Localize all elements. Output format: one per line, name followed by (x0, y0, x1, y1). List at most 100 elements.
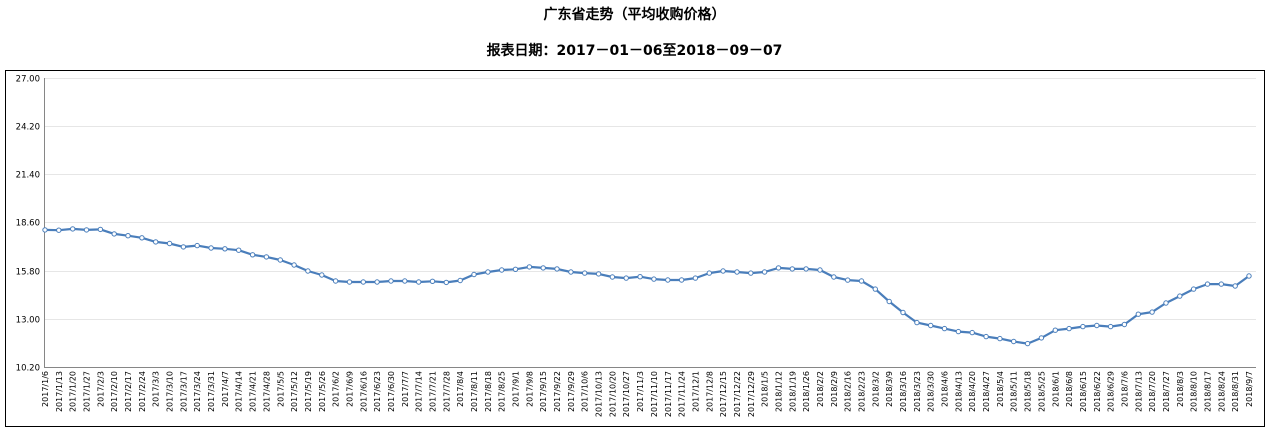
x-tick-label: 2018/8/31 (1231, 371, 1240, 412)
x-tick-label: 2017/2/24 (138, 371, 147, 412)
x-tick-label: 2017/6/30 (387, 371, 396, 412)
data-point (249, 252, 256, 258)
x-tick-label: 2018/3/2 (871, 371, 880, 407)
data-point (208, 245, 214, 251)
x-tick-label: 2017/7/21 (428, 371, 437, 412)
data-point (153, 239, 159, 245)
data-point (831, 274, 837, 280)
x-tick-label: 2018/1/12 (774, 371, 783, 412)
data-point (803, 266, 809, 272)
data-point (983, 333, 989, 340)
data-point (499, 267, 505, 273)
data-point (97, 226, 104, 233)
x-tick-label: 2017/5/5 (276, 371, 285, 407)
x-tick-label: 2017/3/3 (152, 371, 161, 407)
data-point (582, 270, 588, 276)
data-point (609, 274, 616, 280)
x-tick-label: 2017/11/17 (664, 371, 673, 417)
data-point (83, 227, 90, 233)
chart-subtitle: 报表日期：2017－01－06至2018－09－07 (486, 43, 783, 59)
y-tick-label: 18.60 (16, 219, 40, 229)
x-tick-label: 2017/11/24 (678, 371, 687, 417)
x-tick-label: 2018/3/9 (885, 371, 894, 407)
data-point (291, 262, 297, 268)
data-point (595, 271, 602, 277)
x-tick-label: 2018/6/15 (1079, 371, 1088, 412)
x-tick-label: 2017/1/27 (83, 371, 92, 412)
data-point (845, 277, 851, 283)
x-tick-label: 2018/1/26 (802, 371, 811, 412)
x-tick-label: 2017/10/20 (608, 371, 617, 417)
x-tick-label: 2017/4/7 (221, 371, 230, 407)
x-axis-ticks: 2017/1/6 2017/1/13 2017/1/20 2017/1/27 2017/… (41, 371, 1254, 417)
chart-border (5, 70, 1265, 427)
x-tick-label: 2017/3/10 (166, 371, 175, 412)
data-point (305, 268, 311, 274)
x-tick-label: 2018/8/17 (1203, 371, 1212, 412)
x-tick-label: 2017/9/29 (567, 371, 576, 412)
data-point (568, 269, 574, 275)
x-tick-label: 2018/3/23 (913, 371, 922, 412)
data-point (651, 276, 657, 282)
data-point (56, 227, 62, 233)
data-point (761, 269, 768, 275)
series-markers (42, 226, 1252, 347)
data-point (900, 309, 906, 316)
data-point (858, 278, 865, 284)
x-tick-label: 2017/10/6 (581, 371, 590, 412)
data-point (623, 275, 629, 281)
x-tick-label: 2017/7/14 (415, 371, 424, 412)
data-point (1024, 340, 1031, 347)
x-tick-label: 2018/5/25 (1037, 371, 1046, 412)
x-tick-label: 2018/3/30 (927, 371, 936, 412)
x-tick-label: 2018/3/16 (899, 371, 908, 412)
x-tick-label: 2018/2/9 (830, 371, 839, 407)
x-tick-label: 2017/10/27 (622, 371, 631, 417)
x-tick-label: 2017/9/15 (539, 371, 548, 412)
data-point (139, 235, 145, 241)
x-tick-label: 2018/6/8 (1065, 371, 1074, 407)
x-tick-label: 2018/5/18 (1024, 371, 1033, 412)
x-tick-label: 2017/10/13 (595, 371, 604, 417)
x-tick-label: 2017/4/21 (249, 371, 258, 412)
data-point (997, 335, 1003, 342)
x-tick-label: 2018/5/4 (996, 371, 1005, 407)
data-point (416, 279, 422, 285)
y-tick-label: 21.40 (16, 171, 40, 181)
x-tick-label: 2018/8/10 (1190, 371, 1199, 412)
x-tick-label: 2017/5/26 (318, 371, 327, 412)
data-point (1149, 309, 1155, 315)
data-point (1080, 323, 1086, 330)
data-point (70, 226, 76, 232)
x-tick-label: 2018/7/6 (1120, 371, 1129, 407)
x-tick-label: 2017/1/6 (41, 371, 50, 407)
data-point (512, 266, 519, 272)
data-point (789, 266, 795, 272)
data-point (166, 240, 173, 247)
x-tick-label: 2017/5/19 (304, 371, 313, 412)
x-tick-label: 2018/4/20 (968, 371, 977, 412)
data-point (180, 244, 187, 250)
x-tick-label: 2017/5/12 (290, 371, 299, 412)
data-point (775, 265, 782, 271)
data-point (263, 254, 270, 260)
x-tick-label: 2018/9/7 (1245, 371, 1254, 407)
x-tick-label: 2018/4/6 (941, 371, 950, 407)
x-tick-label: 2018/6/22 (1093, 371, 1102, 412)
x-tick-label: 2017/6/23 (373, 371, 382, 412)
data-point (1177, 293, 1183, 299)
y-tick-label: 27.00 (16, 75, 40, 85)
data-point (720, 268, 726, 274)
data-point (748, 270, 754, 276)
x-tick-label: 2017/8/18 (484, 371, 493, 412)
data-point (429, 278, 436, 284)
x-tick-label: 2017/8/25 (498, 371, 507, 412)
x-tick-label: 2017/2/10 (110, 371, 119, 412)
data-point (485, 269, 491, 275)
x-tick-label: 2017/1/20 (69, 371, 78, 412)
data-point (1232, 283, 1238, 289)
x-tick-label: 2018/2/2 (816, 371, 825, 407)
data-point (872, 286, 878, 292)
y-tick-label: 15.80 (16, 268, 40, 278)
x-tick-label: 2017/11/10 (650, 371, 659, 417)
